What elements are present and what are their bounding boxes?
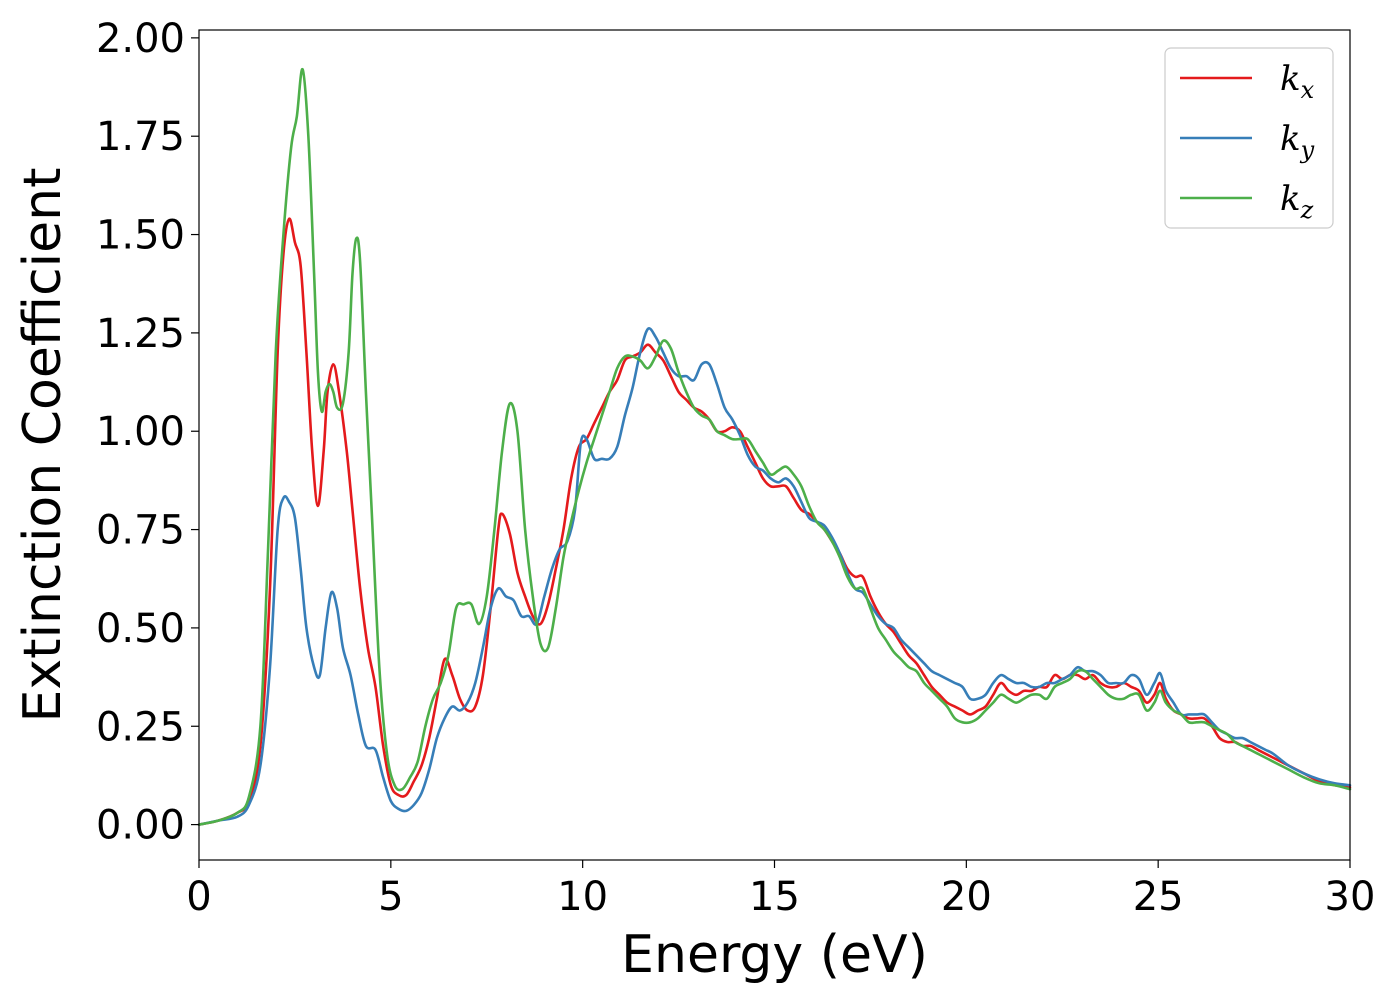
legend-label-kz: kz xyxy=(1280,179,1314,224)
x-tick-label: 20 xyxy=(941,874,992,920)
y-axis: 0.00 0.25 0.50 0.75 1.00 1.25 1.50 1.75 2.00 xyxy=(96,16,199,849)
legend-label-ky: ky xyxy=(1280,119,1315,164)
y-tick-label: 0.50 xyxy=(96,606,185,652)
y-tick-label: 0.00 xyxy=(96,803,185,849)
legend-label-kx: kx xyxy=(1280,59,1315,104)
series-line-kx xyxy=(197,217,1352,826)
x-tick-label: 10 xyxy=(557,874,608,920)
y-tick-label: 1.50 xyxy=(96,213,185,259)
x-tick-label: 0 xyxy=(186,874,211,920)
x-axis: 0 5 10 15 20 25 30 xyxy=(186,860,1375,920)
y-tick-label: 2.00 xyxy=(96,16,185,62)
y-tick-label: 0.75 xyxy=(96,508,185,554)
x-tick-label: 5 xyxy=(378,874,403,920)
x-tick-label: 25 xyxy=(1133,874,1184,920)
x-tick-label: 30 xyxy=(1325,874,1376,920)
x-axis-label: Energy (eV) xyxy=(621,925,928,985)
y-tick-label: 1.75 xyxy=(96,114,185,160)
y-tick-label: 1.00 xyxy=(96,409,185,455)
plot-lines xyxy=(197,68,1352,826)
legend: kx ky kz xyxy=(1164,47,1334,229)
series-line-kz xyxy=(197,68,1352,826)
y-axis-label: Extinction Coefficient xyxy=(13,168,73,723)
y-tick-label: 1.25 xyxy=(96,311,185,357)
x-tick-label: 15 xyxy=(749,874,800,920)
series-line-ky xyxy=(197,327,1352,826)
y-tick-label: 0.25 xyxy=(96,704,185,750)
